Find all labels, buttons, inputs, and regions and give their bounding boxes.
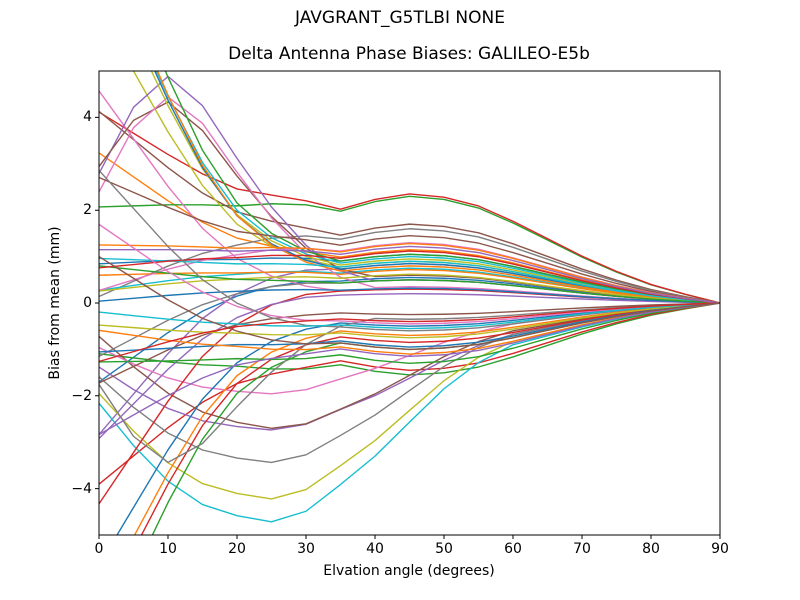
y-tick-label: 2 [83,202,92,219]
y-tick-label: −4 [71,480,92,497]
x-tick-label: 0 [94,541,104,557]
x-tick-label: 80 [642,541,660,557]
axes-title: Delta Antenna Phase Biases: GALILEO-E5b [228,44,590,64]
x-tick-label: 60 [504,541,522,557]
x-tick-label: 20 [228,541,246,557]
y-tick-label: 4 [83,109,92,126]
x-tick-label: 70 [573,541,591,557]
figure-title: JAVGRANT_G5TLBI NONE [295,8,505,28]
x-tick-label: 40 [366,541,384,557]
x-tick-label: 30 [297,541,315,557]
x-tick-label: 50 [435,541,453,557]
x-tick-label: 10 [159,541,177,557]
y-tick-label: 0 [83,295,92,311]
x-axis-label: Elvation angle (degrees) [323,563,495,579]
y-tick-label: −2 [71,387,92,404]
y-axis-label: Bias from mean (mm) [47,226,63,380]
x-tick-label: 90 [711,541,729,557]
